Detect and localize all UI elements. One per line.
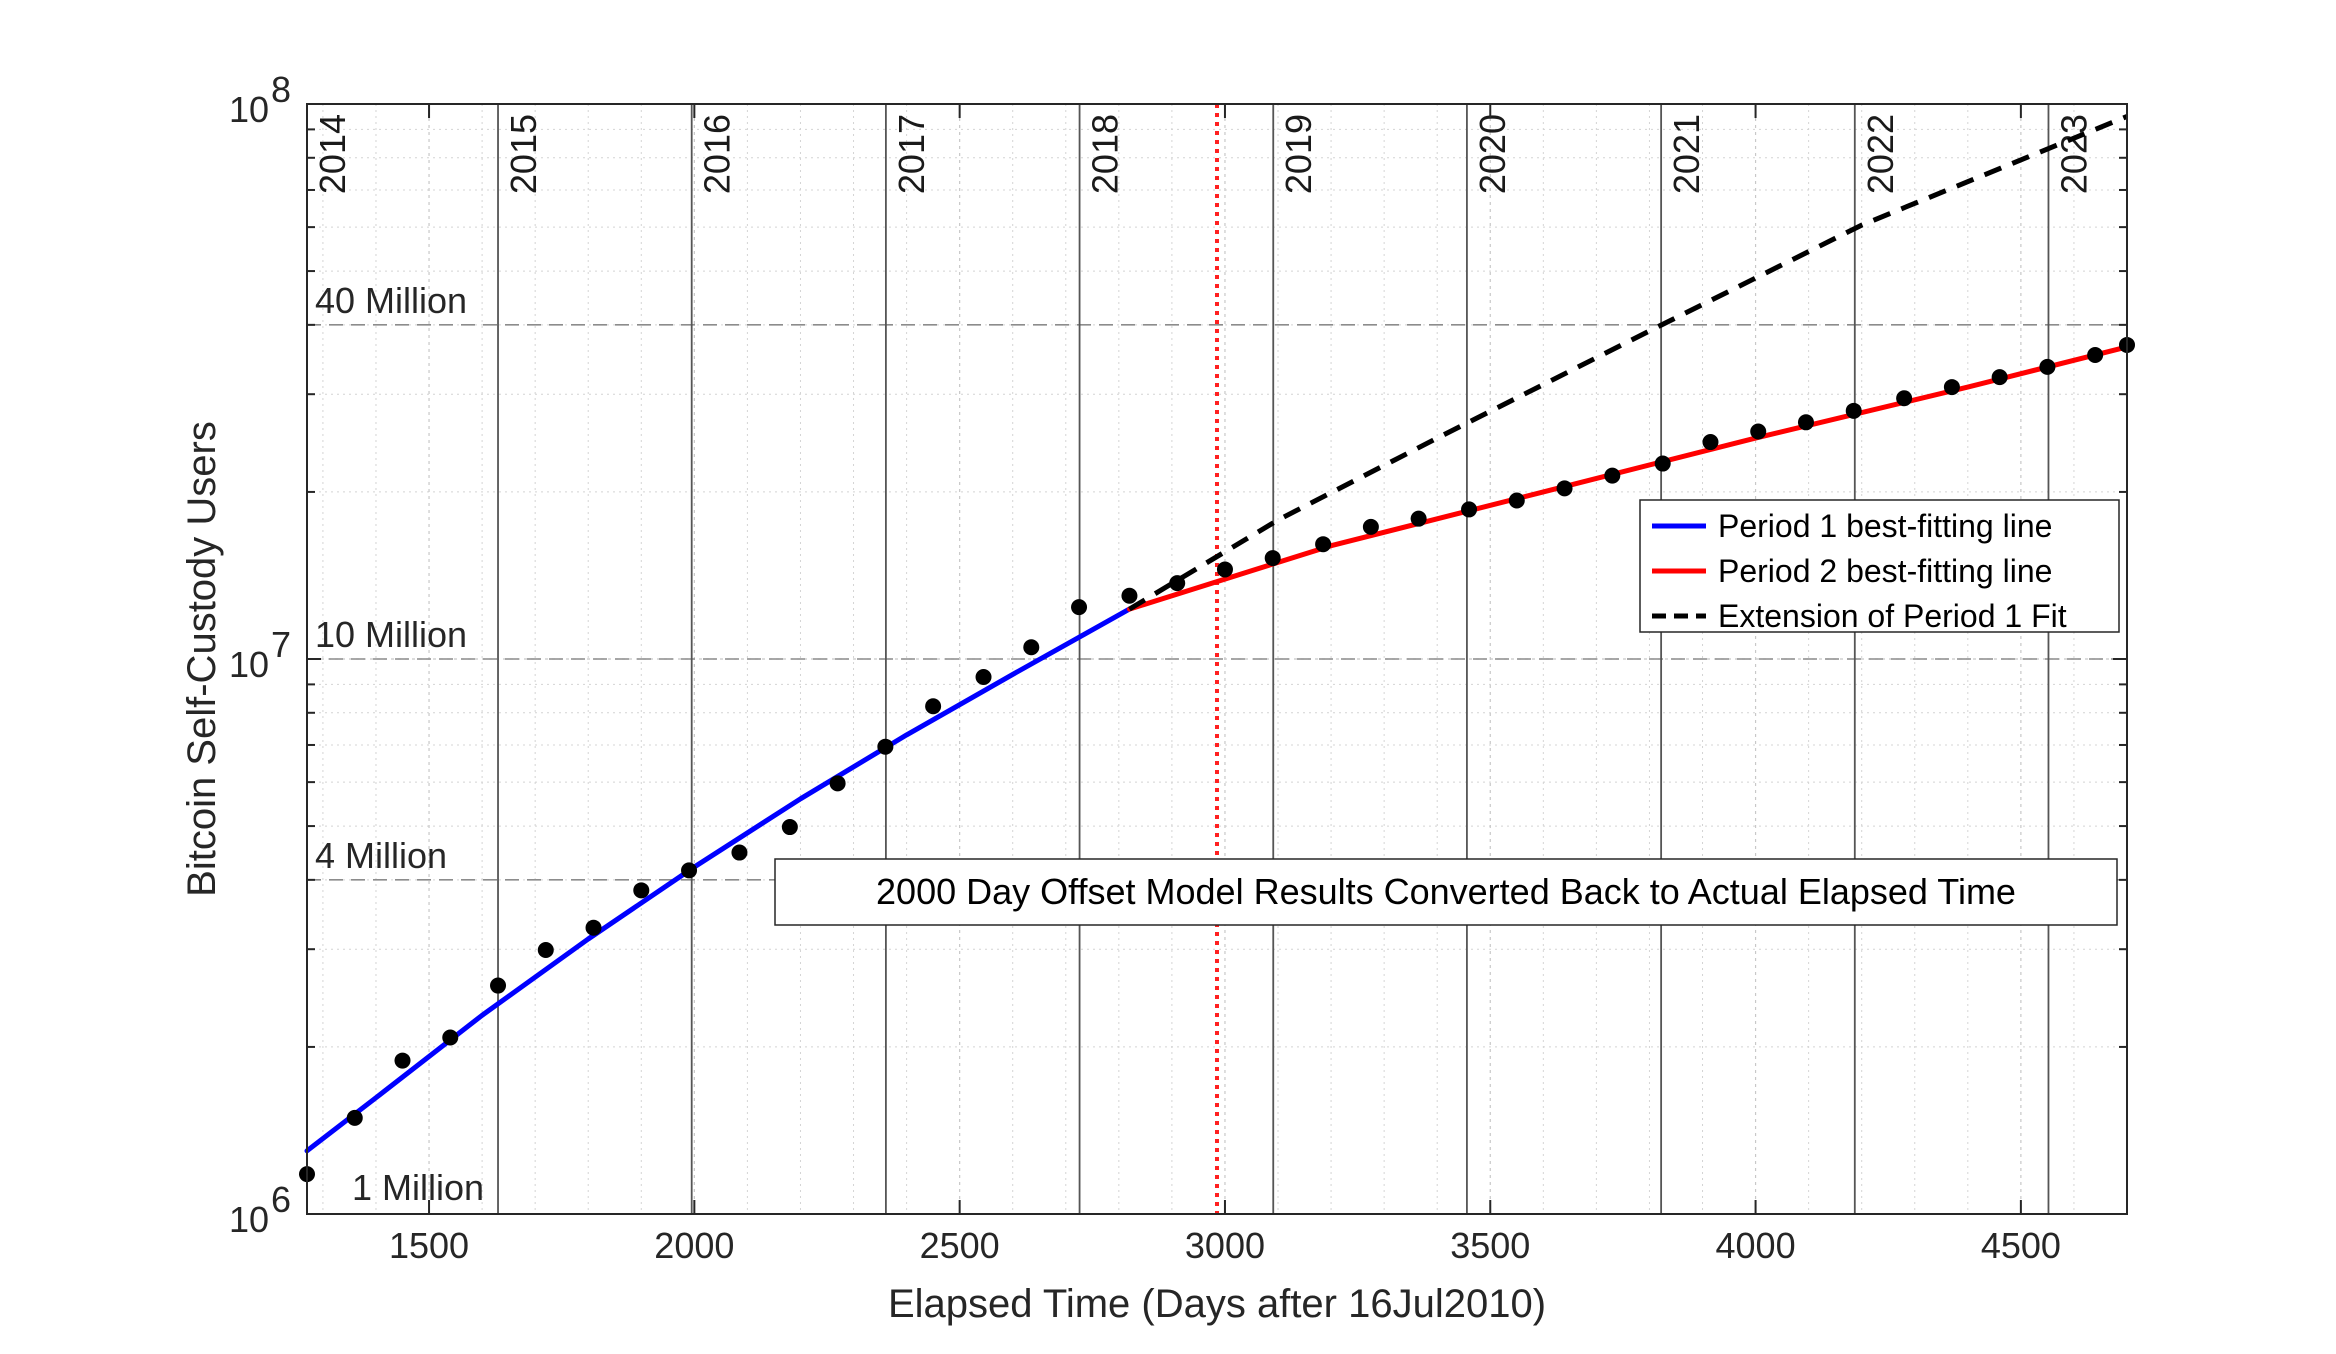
- reference-label: 4 Million: [315, 835, 447, 876]
- legend-label: Period 2 best-fitting line: [1718, 553, 2052, 589]
- data-point: [1604, 467, 1621, 484]
- x-tick-label: 4500: [1981, 1225, 2061, 1266]
- x-tick-label: 2000: [654, 1225, 734, 1266]
- data-point: [537, 942, 554, 959]
- year-label: 2014: [312, 114, 353, 194]
- y-tick-label: 10 6: [229, 1179, 291, 1240]
- y-tick-label: 10 8: [229, 69, 291, 130]
- year-label: 2016: [697, 114, 738, 194]
- minor-grid: [307, 104, 2127, 1214]
- data-point: [1071, 599, 1088, 616]
- y-tick-exponent: 8: [271, 69, 291, 110]
- data-point: [1896, 390, 1913, 407]
- x-tick-label: 4000: [1716, 1225, 1796, 1266]
- data-point: [681, 862, 698, 879]
- year-label: 2021: [1666, 114, 1707, 194]
- data-point: [975, 669, 992, 686]
- legend: Period 1 best-fitting line Period 2 best-…: [1639, 499, 2120, 634]
- data-point: [1264, 550, 1281, 567]
- data-point: [1654, 455, 1671, 472]
- data-point: [877, 738, 894, 755]
- data-point: [829, 775, 846, 792]
- year-label: 2019: [1278, 114, 1319, 194]
- data-point: [1410, 510, 1427, 527]
- y-tick-label: 10 7: [229, 624, 291, 685]
- data-point: [1943, 379, 1960, 396]
- annotation-text: 2000 Day Offset Model Results Converted …: [876, 871, 2016, 912]
- y-tick-base: 10: [229, 89, 269, 130]
- data-point: [1845, 402, 1862, 419]
- data-point: [1023, 639, 1040, 656]
- x-tick-label: 3500: [1450, 1225, 1530, 1266]
- year-label: 2023: [2053, 114, 2094, 194]
- data-point: [2087, 346, 2104, 363]
- data-point: [1315, 536, 1332, 553]
- x-axis-label: Elapsed Time (Days after 16Jul2010): [888, 1282, 1546, 1326]
- data-point: [925, 698, 942, 715]
- data-point: [1797, 414, 1814, 431]
- legend-frame: [1639, 499, 2120, 633]
- year-label: 2018: [1085, 114, 1126, 194]
- data-point: [1702, 434, 1719, 451]
- data-point: [1750, 423, 1767, 440]
- x-tick-labels: 1500 2000 2500 3000 3500 4000 4500: [389, 1225, 2061, 1266]
- data-point: [1121, 587, 1138, 604]
- y-axis-label: Bitcoin Self-Custody Users: [180, 421, 224, 897]
- legend-label: Extension of Period 1 Fit: [1718, 598, 2067, 634]
- year-markers: 2014 2015 2016 2017 2018 2019 2020 2021 2022 2023: [306, 104, 2094, 1214]
- data-points: [299, 336, 2135, 1183]
- reference-label: 40 Million: [315, 280, 467, 321]
- data-point: [1169, 575, 1186, 592]
- data-point: [1991, 369, 2008, 386]
- y-tick-base: 10: [229, 644, 269, 685]
- y-tick-exponent: 6: [271, 1179, 291, 1220]
- data-point: [633, 882, 650, 899]
- reference-label: 10 Million: [315, 614, 467, 655]
- data-point: [2039, 358, 2056, 375]
- data-point: [1216, 561, 1233, 578]
- reference-label: 1 Million: [352, 1167, 484, 1208]
- data-point: [490, 977, 507, 994]
- data-point: [585, 919, 602, 936]
- data-point: [1508, 492, 1525, 509]
- data-point: [1362, 518, 1379, 535]
- axis-ticks: [307, 103, 2127, 1215]
- legend-label: Period 1 best-fitting line: [1718, 508, 2052, 544]
- annotation-box: 2000 Day Offset Model Results Converted …: [774, 858, 2118, 926]
- year-label: 2017: [891, 114, 932, 194]
- annotation-frame: [774, 858, 2118, 926]
- series-line-3: [1128, 114, 2128, 612]
- data-point: [1556, 480, 1573, 497]
- data-point: [442, 1029, 459, 1046]
- year-label: 2020: [1472, 114, 1513, 194]
- data-point: [394, 1052, 411, 1069]
- x-tick-label: 1500: [389, 1225, 469, 1266]
- year-label: 2022: [1860, 114, 1901, 194]
- data-point: [781, 819, 798, 836]
- year-label: 2015: [503, 114, 544, 194]
- x-tick-label: 3000: [1185, 1225, 1265, 1266]
- x-tick-label: 2500: [920, 1225, 1000, 1266]
- data-point: [1461, 501, 1478, 518]
- data-point: [731, 844, 748, 861]
- data-point: [346, 1109, 363, 1126]
- y-tick-exponent: 7: [271, 624, 291, 665]
- y-tick-base: 10: [229, 1199, 269, 1240]
